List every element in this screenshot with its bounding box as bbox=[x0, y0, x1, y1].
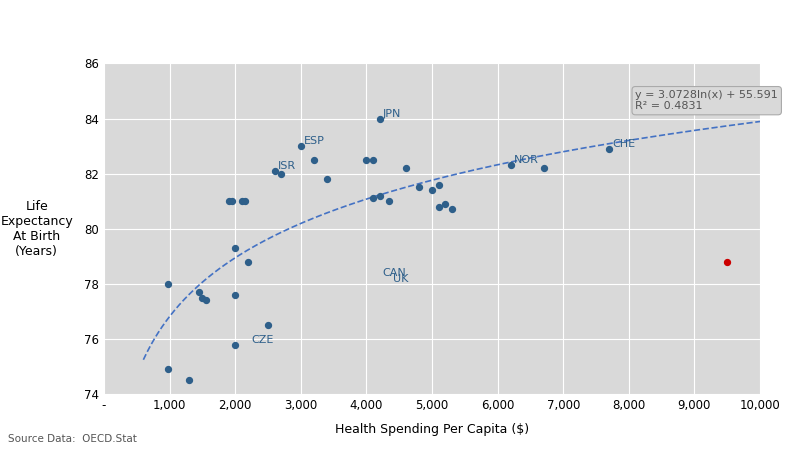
Point bbox=[321, 176, 334, 183]
Point bbox=[262, 322, 274, 329]
Point bbox=[721, 258, 734, 265]
Point bbox=[199, 297, 212, 304]
Point bbox=[537, 164, 550, 172]
Point bbox=[399, 164, 412, 172]
Text: y = 3.0728ln(x) + 55.591
R² = 0.4831: y = 3.0728ln(x) + 55.591 R² = 0.4831 bbox=[635, 90, 778, 111]
Point bbox=[432, 203, 445, 210]
Point bbox=[235, 198, 248, 205]
Point bbox=[229, 245, 242, 252]
Text: ISR: ISR bbox=[278, 161, 296, 171]
Point bbox=[602, 145, 615, 153]
Point bbox=[226, 198, 238, 205]
Text: CAN: CAN bbox=[383, 268, 406, 278]
Point bbox=[426, 187, 438, 194]
Point bbox=[162, 280, 174, 288]
Point bbox=[274, 170, 287, 177]
Text: JPN: JPN bbox=[383, 109, 401, 119]
Point bbox=[373, 192, 386, 199]
Text: Life Expectancy at Birth and Health Spending Per Capita (2015 or latest year): Life Expectancy at Birth and Health Spen… bbox=[102, 19, 698, 35]
Point bbox=[229, 341, 242, 348]
Point bbox=[383, 198, 396, 205]
Point bbox=[229, 291, 242, 299]
Point bbox=[504, 162, 517, 169]
Point bbox=[307, 156, 320, 164]
Text: NOR: NOR bbox=[514, 155, 539, 165]
Point bbox=[366, 156, 379, 164]
Point bbox=[242, 258, 254, 265]
Point bbox=[432, 181, 445, 188]
Point bbox=[373, 115, 386, 122]
Point bbox=[360, 156, 373, 164]
Text: UK: UK bbox=[393, 274, 408, 284]
Text: CZE: CZE bbox=[252, 334, 274, 344]
Point bbox=[294, 143, 307, 150]
Text: CHE: CHE bbox=[613, 139, 635, 149]
Point bbox=[413, 184, 426, 191]
Y-axis label: Life
Expectancy
At Birth
(Years): Life Expectancy At Birth (Years) bbox=[0, 200, 73, 258]
Text: ESP: ESP bbox=[304, 136, 325, 146]
Point bbox=[366, 195, 379, 202]
Point bbox=[446, 206, 458, 213]
Point bbox=[238, 198, 251, 205]
Point bbox=[183, 377, 196, 384]
Point bbox=[268, 167, 281, 174]
Text: Source Data:  OECD.Stat: Source Data: OECD.Stat bbox=[8, 434, 137, 444]
Point bbox=[193, 289, 206, 296]
Point bbox=[162, 366, 174, 373]
Point bbox=[196, 294, 209, 301]
Point bbox=[222, 198, 235, 205]
X-axis label: Health Spending Per Capita ($): Health Spending Per Capita ($) bbox=[335, 423, 529, 436]
Point bbox=[438, 200, 451, 207]
